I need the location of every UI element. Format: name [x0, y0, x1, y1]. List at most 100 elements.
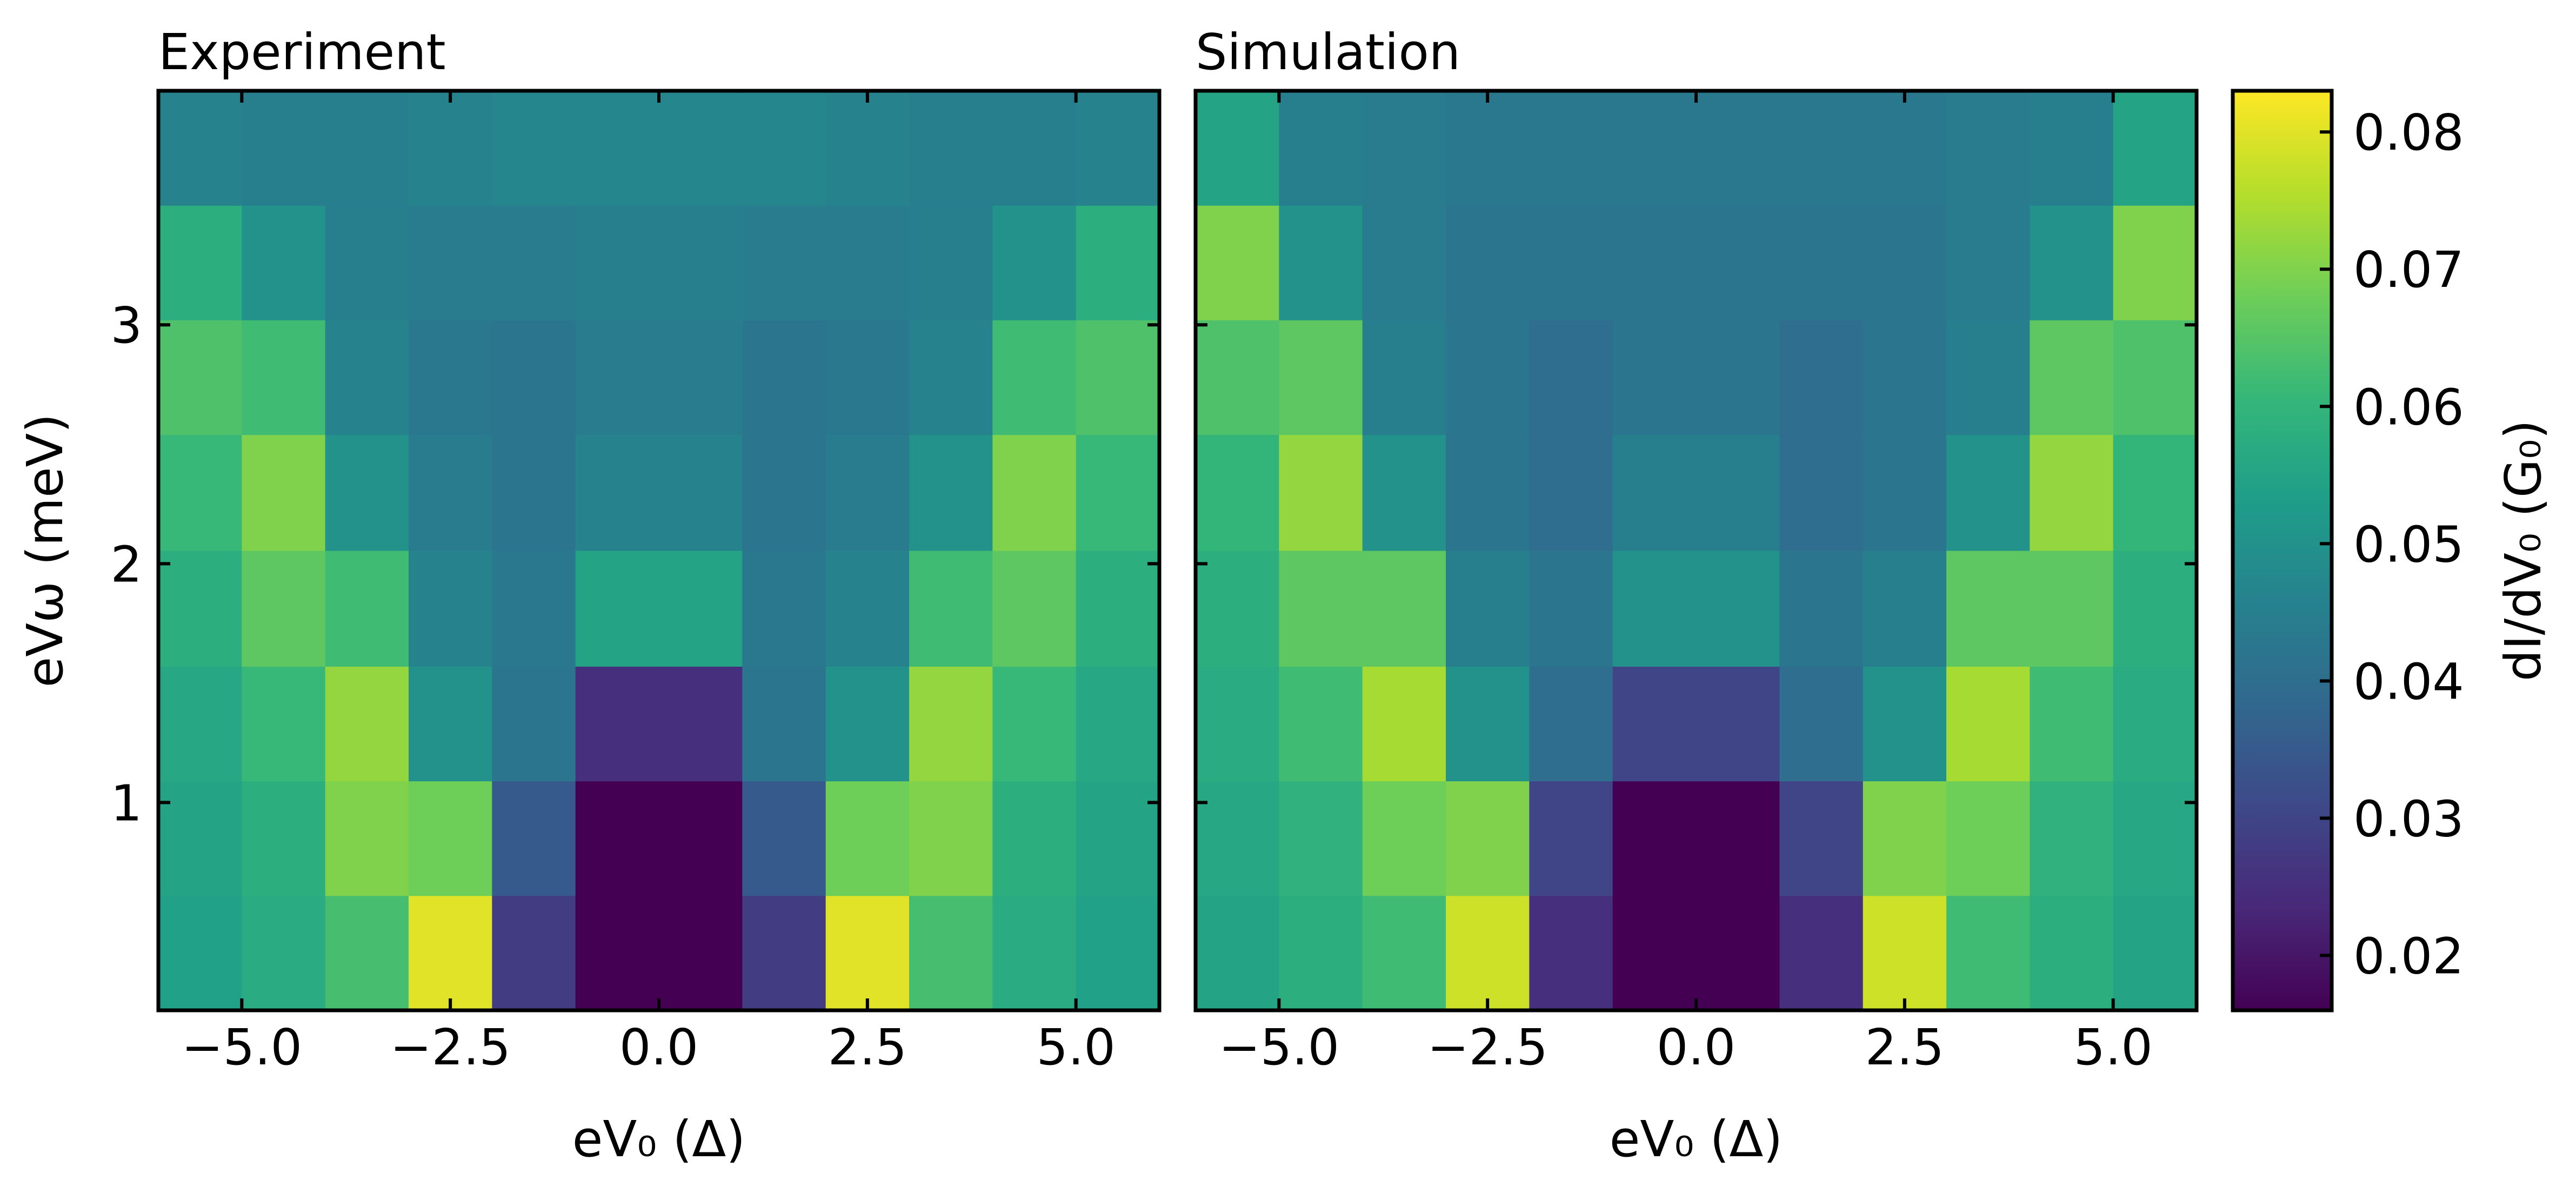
heatmap-cell	[1076, 895, 1159, 1010]
x-tick-label: 5.0	[1037, 1018, 1116, 1076]
heatmap-cell	[575, 320, 659, 435]
heatmap-cell	[409, 781, 492, 896]
heatmap-cell	[242, 320, 326, 435]
heatmap-cell	[1076, 434, 1159, 551]
heatmap-cell	[742, 320, 826, 435]
heatmap-cell	[242, 781, 326, 896]
heatmap-cell	[659, 895, 743, 1010]
heatmap-cell	[158, 91, 242, 206]
heatmap-cell	[1446, 434, 1530, 551]
heatmap-cell	[1446, 781, 1530, 896]
heatmap-cell	[325, 205, 409, 320]
heatmap-cell	[492, 434, 576, 551]
heatmap-cell	[492, 551, 576, 667]
heatmap-cell	[1196, 434, 1279, 551]
heatmap-cell	[325, 91, 409, 206]
heatmap-cell	[1529, 205, 1613, 320]
x-tick-label: −5.0	[1219, 1018, 1339, 1076]
heatmap-cell	[1076, 551, 1159, 667]
colorbar-tick-label: 0.08	[2353, 104, 2464, 162]
heatmap-cell	[1612, 666, 1697, 782]
heatmap-cell	[2030, 434, 2114, 551]
heatmap-cell	[659, 205, 743, 320]
heatmap-cell	[825, 781, 910, 896]
x-tick-label: 0.0	[619, 1018, 698, 1076]
x-tick-label: −5.0	[182, 1018, 302, 1076]
heatmap-cell	[992, 551, 1077, 667]
heatmap-cell	[575, 434, 659, 551]
heatmap-cell	[1946, 320, 2030, 435]
heatmap-cell	[2113, 434, 2197, 551]
heatmap-cell	[1076, 781, 1159, 896]
heatmap-cell	[1863, 781, 1947, 896]
heatmap-cell	[742, 895, 826, 1010]
heatmap-cell	[1946, 205, 2030, 320]
heatmap-cell	[1946, 434, 2030, 551]
heatmap-cell	[825, 551, 910, 667]
heatmap-cell	[825, 895, 910, 1010]
heatmap-cell	[1362, 434, 1446, 551]
heatmap-cell	[2113, 205, 2197, 320]
heatmap-cell	[158, 895, 242, 1010]
x-tick-label: 2.5	[1865, 1018, 1944, 1076]
x-axis-label: eV₀ (Δ)	[572, 1110, 745, 1168]
heatmap-cell	[909, 666, 993, 782]
heatmap-cell	[409, 434, 492, 551]
heatmap-cell	[1196, 781, 1279, 896]
heatmap-cell	[1076, 666, 1159, 782]
heatmap-cell	[1279, 320, 1363, 435]
heatmap-cell	[325, 434, 409, 551]
heatmap-cell	[242, 434, 326, 551]
heatmap-cell	[242, 551, 326, 667]
heatmap-cell	[1863, 895, 1947, 1010]
heatmap-cell	[242, 91, 326, 206]
heatmap-cell	[158, 551, 242, 667]
heatmap-cell	[659, 320, 743, 435]
heatmap-cell	[1446, 91, 1530, 206]
heatmap-cell	[1196, 551, 1279, 667]
heatmap-cell	[1612, 434, 1697, 551]
heatmap-cell	[992, 91, 1077, 206]
heatmap-cell	[1863, 551, 1947, 667]
heatmap-cell	[909, 320, 993, 435]
heatmap-cell	[575, 781, 659, 896]
heatmap-cell	[992, 666, 1077, 782]
heatmap-cell	[825, 205, 910, 320]
heatmap-cell	[1196, 666, 1279, 782]
heatmap-cell	[1362, 205, 1446, 320]
panel-title: Simulation	[1196, 23, 1460, 81]
heatmap-cell	[325, 781, 409, 896]
heatmap-cell	[742, 434, 826, 551]
heatmap-cell	[1779, 91, 1864, 206]
heatmap-cell	[1946, 781, 2030, 896]
heatmap-cell	[1196, 205, 1279, 320]
panel-title: Experiment	[158, 23, 446, 81]
heatmap-cell	[1279, 895, 1363, 1010]
heatmap-cell	[1863, 205, 1947, 320]
heatmap-cell	[2030, 205, 2114, 320]
heatmap-cell	[909, 434, 993, 551]
heatmap-cell	[2030, 781, 2114, 896]
heatmap-cell	[575, 666, 659, 782]
heatmap-cell	[1529, 91, 1613, 206]
x-tick-label: −2.5	[1427, 1018, 1547, 1076]
heatmap-cell	[1529, 666, 1613, 782]
heatmap-cell	[158, 434, 242, 551]
heatmap-cell	[409, 895, 492, 1010]
heatmap-cell	[1362, 781, 1446, 896]
heatmap-cell	[742, 551, 826, 667]
heatmap-cell	[1612, 551, 1697, 667]
x-tick-label: −2.5	[390, 1018, 510, 1076]
heatmap-cell	[1779, 895, 1864, 1010]
heatmap-cell	[1076, 320, 1159, 435]
heatmap-cell	[1612, 781, 1697, 896]
heatmap-cell	[2030, 666, 2114, 782]
heatmap-cell	[409, 320, 492, 435]
heatmap-cell	[1362, 91, 1446, 206]
heatmap-cell	[825, 320, 910, 435]
heatmap-cell	[659, 91, 743, 206]
heatmap-cell	[992, 434, 1077, 551]
heatmap-cells	[1196, 91, 2197, 1010]
heatmap-cell	[409, 551, 492, 667]
heatmap-cell	[409, 666, 492, 782]
